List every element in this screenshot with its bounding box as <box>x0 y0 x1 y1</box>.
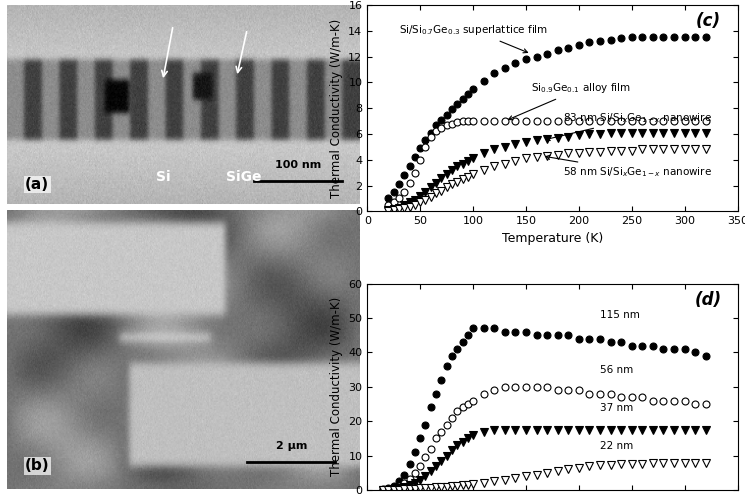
Y-axis label: Thermal Conductivity (W/m-K): Thermal Conductivity (W/m-K) <box>330 297 343 477</box>
Text: Si/Si$_{0.7}$Ge$_{0.3}$ superlattice film: Si/Si$_{0.7}$Ge$_{0.3}$ superlattice fil… <box>399 23 548 53</box>
Text: 115 nm: 115 nm <box>600 310 640 320</box>
Text: 22 nm: 22 nm <box>600 441 633 451</box>
Text: (c): (c) <box>695 12 720 31</box>
Text: (a): (a) <box>25 177 49 192</box>
Text: SiGe: SiGe <box>226 170 261 184</box>
Text: 37 nm: 37 nm <box>600 403 633 413</box>
Text: 100 nm: 100 nm <box>275 160 322 170</box>
Text: Si: Si <box>156 170 170 184</box>
Text: 56 nm: 56 nm <box>600 365 633 375</box>
Text: (d): (d) <box>694 291 721 309</box>
Text: (b): (b) <box>25 458 50 473</box>
Text: 2 μm: 2 μm <box>276 441 307 451</box>
Y-axis label: Thermal Conductivity (W/m-K): Thermal Conductivity (W/m-K) <box>330 18 343 198</box>
Text: Si$_{0.9}$Ge$_{0.1}$ alloy film: Si$_{0.9}$Ge$_{0.1}$ alloy film <box>509 81 631 120</box>
Text: 58 nm Si/Si$_x$Ge$_{1-x}$ nanowire: 58 nm Si/Si$_x$Ge$_{1-x}$ nanowire <box>546 155 712 179</box>
Text: 83 nm Si/Si$_x$Ge$_{1-x}$ nanowire: 83 nm Si/Si$_x$Ge$_{1-x}$ nanowire <box>546 111 712 141</box>
X-axis label: Temperature (K): Temperature (K) <box>502 232 603 245</box>
